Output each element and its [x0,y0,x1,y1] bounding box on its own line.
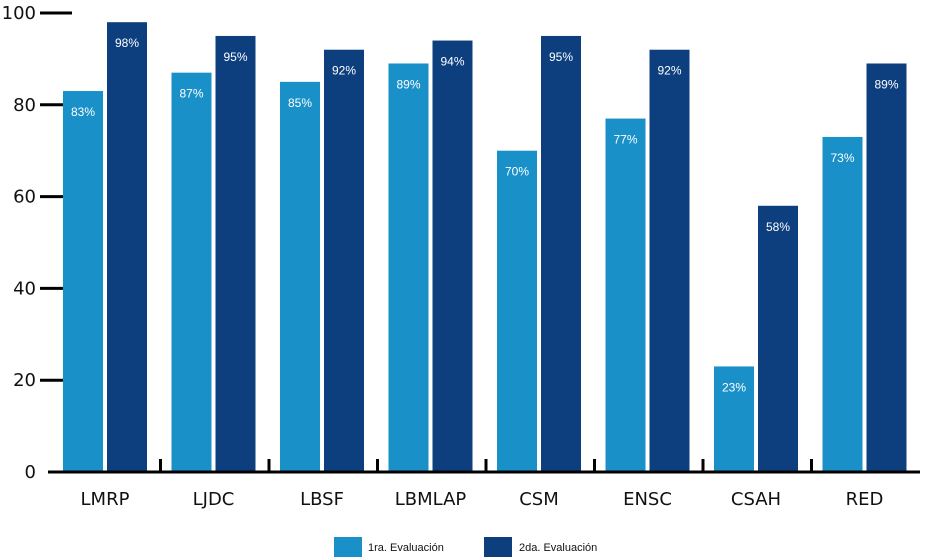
bar-value-label: 94% [440,55,464,69]
x-tick-label: LBSF [300,489,344,510]
bar-series2-ensc [649,49,690,472]
bar-value-label: 92% [657,64,681,78]
bar-value-label: 58% [766,220,790,234]
bar-value-label: 23% [722,380,746,394]
bar-value-label: 95% [223,50,247,64]
bar-value-label: 92% [332,64,356,78]
x-tick-label: LJDC [193,489,235,510]
bar-value-label: 77% [613,133,637,147]
x-tick-label: LBMLAP [395,489,467,510]
bar-value-label: 87% [179,87,203,101]
bar-series2-lbmlap [432,40,473,472]
bar-series1-lmrp [63,91,103,472]
bar-value-label: 70% [505,165,529,179]
y-tick-label: 80 [13,95,36,116]
bar-series2-csm [541,35,581,472]
bar-series1-lbsf [280,81,320,472]
bar-series2-lmrp [107,22,147,473]
y-axis: 0 20 40 60 80 100 [2,3,72,483]
bar-series1-csm [497,150,537,472]
y-tick-label: 60 [13,187,36,208]
legend-swatch [334,537,362,557]
bar-series1-ljdc [171,72,212,473]
bar-value-label: 85% [288,96,312,110]
legend-label: 1ra. Evaluación [368,542,444,554]
bar-value-label: 95% [549,50,573,64]
bar-series2-lbsf [324,49,364,472]
bar-value-label: 83% [71,105,95,119]
bar-value-label: 89% [396,77,420,91]
x-tick-label: LMRP [81,489,130,510]
x-tick-label: CSAH [731,489,781,510]
legend-swatch [484,537,512,557]
x-tick-label: ENSC [623,489,672,510]
bar-series2-ljdc [215,35,256,472]
bar-series1-ensc [605,118,646,472]
bar-series1-red [822,136,863,472]
bar-series2-csah [758,205,798,472]
bar-value-label: 98% [115,36,139,50]
x-axis: LMRP LJDC LBSF LBMLAP CSM ENSC CSAH RED [48,459,920,510]
y-tick-label: 20 [13,370,36,391]
y-tick-label: 40 [13,278,36,299]
y-tick-label: 0 [25,462,36,483]
bar-value-label: 73% [830,151,854,165]
y-tick-label: 100 [2,3,36,24]
x-tick-label: CSM [519,489,559,510]
bar-series1-csah [714,366,754,472]
legend-label: 2da. Evaluación [519,542,597,554]
bar-value-label: 89% [874,77,898,91]
x-tick-label: RED [846,489,884,510]
bar-series2-red [866,63,907,473]
legend: 1ra. Evaluación 2da. Evaluación [334,537,597,557]
bar-series1-lbmlap [388,63,429,473]
bars: 83% 98% 87% 95% 85% 92% 89% 94% 70% 95% 77% 92% 23% 5… [63,22,907,473]
